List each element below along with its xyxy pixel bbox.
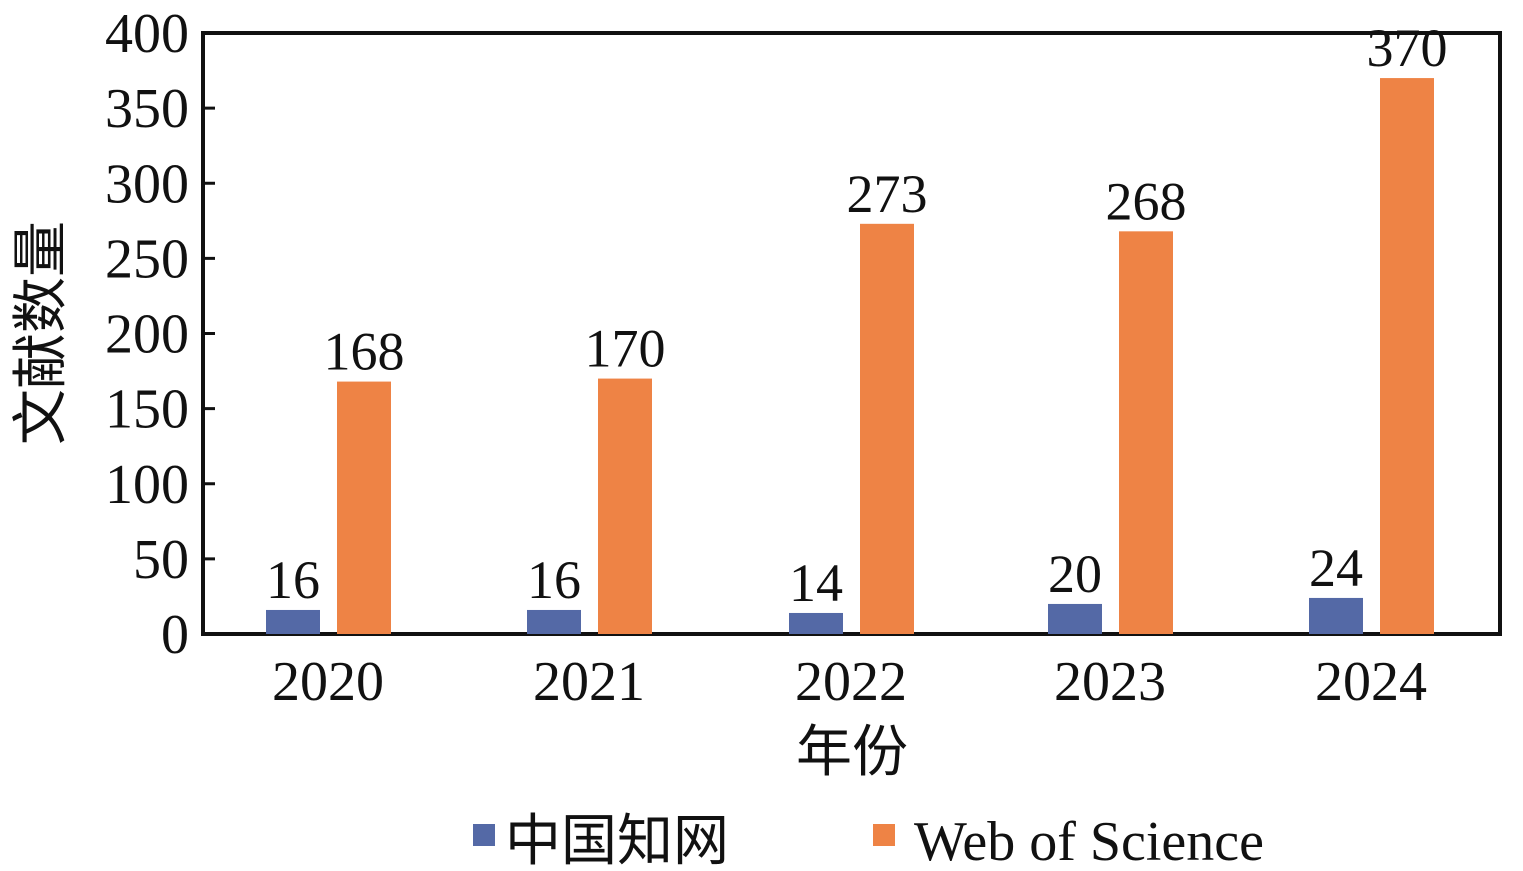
bar-wos xyxy=(1380,78,1434,634)
bar-wos xyxy=(860,223,914,634)
data-label-wos: 268 xyxy=(1106,171,1187,231)
data-label-wos: 168 xyxy=(324,322,405,382)
data-label-wos: 370 xyxy=(1367,18,1448,78)
x-axis-title: 年份 xyxy=(796,722,908,784)
x-axis: 2020 2021 2022 2023 2024 xyxy=(272,651,1427,713)
bar-cnki xyxy=(1048,603,1102,634)
bar-wos xyxy=(1119,231,1173,634)
data-label-wos: 273 xyxy=(847,164,928,224)
x-tick-label: 2020 xyxy=(272,651,384,713)
y-tick-label: 50 xyxy=(133,529,189,591)
legend-label-wos: Web of Science xyxy=(914,811,1264,871)
legend-swatch-cnki xyxy=(473,824,495,846)
x-tick-label: 2023 xyxy=(1054,651,1166,713)
bar-cnki xyxy=(266,609,320,634)
x-tick-label: 2024 xyxy=(1315,651,1427,713)
y-tick-label: 150 xyxy=(105,379,189,441)
bar-wos xyxy=(598,378,652,634)
bar-cnki xyxy=(527,609,581,634)
data-label-cnki: 16 xyxy=(266,550,320,610)
legend-label-cnki: 中国知网 xyxy=(505,811,729,871)
legend: 中国知网 Web of Science xyxy=(473,811,1264,871)
data-label-wos: 170 xyxy=(585,319,666,379)
data-label-cnki: 20 xyxy=(1048,544,1102,604)
x-tick-label: 2022 xyxy=(795,651,907,713)
y-tick-label: 300 xyxy=(105,153,189,215)
y-tick-label: 350 xyxy=(105,78,189,140)
bars xyxy=(266,78,1434,634)
y-tick-label: 100 xyxy=(105,454,189,516)
bar-cnki xyxy=(789,612,843,634)
data-label-cnki: 16 xyxy=(527,550,581,610)
y-axis: 0 50 100 150 200 250 300 350 400 xyxy=(105,3,215,666)
x-tick-label: 2021 xyxy=(533,651,645,713)
bar-wos xyxy=(337,381,391,634)
bar-cnki xyxy=(1309,597,1363,634)
data-label-cnki: 24 xyxy=(1309,538,1363,598)
legend-swatch-wos xyxy=(873,824,895,846)
y-tick-label: 0 xyxy=(161,604,189,666)
data-label-cnki: 14 xyxy=(789,553,843,613)
y-tick-label: 250 xyxy=(105,228,189,290)
y-tick-label: 400 xyxy=(105,3,189,65)
data-labels: 16 16 14 20 24 168 170 273 268 370 xyxy=(266,18,1448,613)
y-tick-label: 200 xyxy=(105,304,189,366)
y-axis-title: 文献数量 xyxy=(11,221,73,445)
